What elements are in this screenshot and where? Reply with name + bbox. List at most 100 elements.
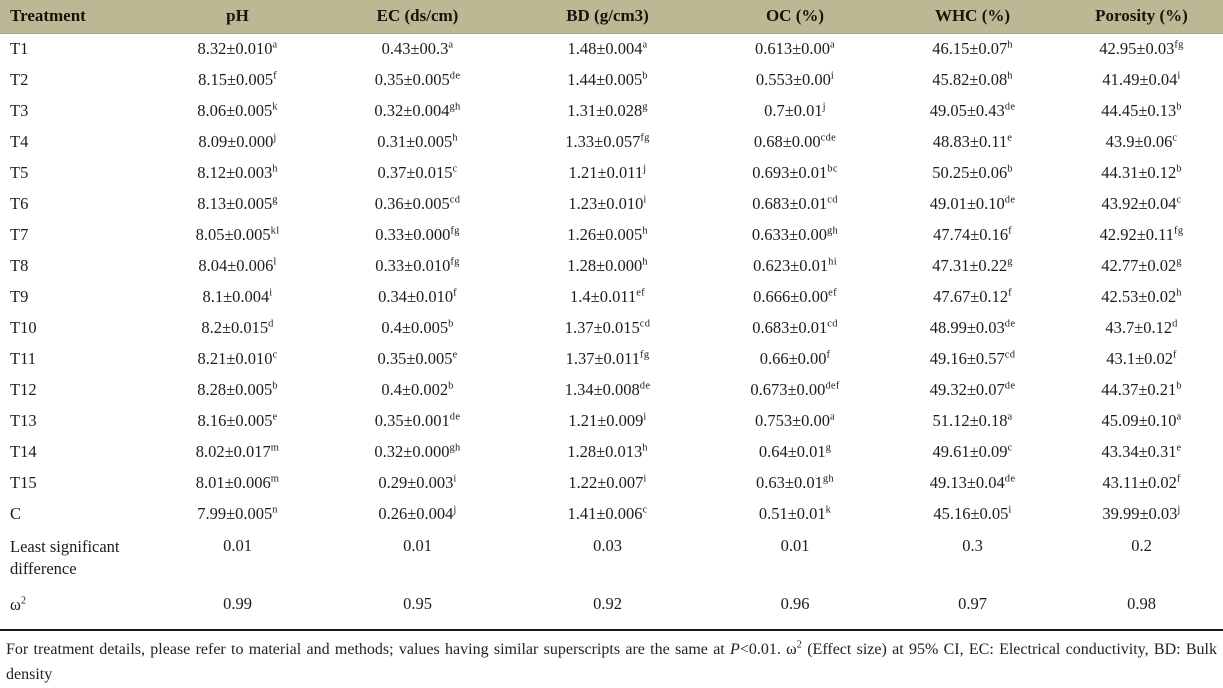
superscript-group-letter: fg bbox=[450, 256, 460, 267]
superscript-group-letter: h bbox=[642, 225, 648, 236]
cell-value: 0.33±0.010 bbox=[375, 255, 451, 275]
superscript-group-letter: b bbox=[448, 318, 454, 329]
treatment-label: T11 bbox=[10, 348, 36, 368]
table-cell: 1.23±0.010i bbox=[510, 188, 705, 219]
superscript-group-letter: fg bbox=[640, 349, 650, 360]
table-cell: 1.21±0.011j bbox=[510, 157, 705, 188]
table-cell: 1.44±0.005b bbox=[510, 64, 705, 95]
table-cell: 8.1±0.004i bbox=[150, 281, 325, 312]
table-row: T1 8.32±0.010a 0.43±00.3a 1.48±0.004a 0.613±… bbox=[0, 33, 1223, 64]
superscript-group-letter: a bbox=[1007, 411, 1013, 422]
table-cell: 50.25±0.06b bbox=[885, 157, 1060, 188]
cell-value: 51.12±0.18 bbox=[932, 410, 1008, 430]
cell-value: 1.4±0.011 bbox=[570, 286, 637, 306]
table-cell: 0.666±0.00ef bbox=[705, 281, 885, 312]
superscript-group-letter: j bbox=[453, 504, 457, 515]
superscript-group-letter: fg bbox=[640, 132, 650, 143]
superscript-group-letter: n bbox=[272, 504, 278, 515]
cell-value: 1.34±0.008 bbox=[564, 379, 640, 399]
cell-value: 47.74±0.16 bbox=[933, 224, 1009, 244]
treatment-label: T8 bbox=[10, 255, 29, 275]
cell-value: 45.82±0.08 bbox=[932, 69, 1008, 89]
superscript-group-letter: a bbox=[830, 411, 836, 422]
table-cell: 0.32±0.004gh bbox=[325, 95, 510, 126]
column-header-treatment: Treatment bbox=[0, 0, 150, 34]
cell-value: 0.64±0.01 bbox=[758, 441, 826, 461]
table-cell: 45.82±0.08h bbox=[885, 64, 1060, 95]
superscript-group-letter: b bbox=[272, 380, 278, 391]
superscript-group-letter: cd bbox=[827, 318, 838, 329]
table-cell: 39.99±0.03j bbox=[1060, 498, 1223, 529]
table-cell: 42.95±0.03fg bbox=[1060, 33, 1223, 64]
cell-value: 1.33±0.057 bbox=[565, 131, 641, 151]
treatment-results-table: Treatment pH EC (ds/cm) BD (g/cm3) OC (%… bbox=[0, 0, 1223, 614]
superscript-group-letter: i bbox=[453, 473, 457, 484]
cell-value: 0.673±0.00 bbox=[750, 379, 826, 399]
cell-value: 0.01 bbox=[403, 536, 432, 555]
table-row: T9 8.1±0.004i 0.34±0.010f 1.4±0.011ef 0.666±… bbox=[0, 281, 1223, 312]
superscript-group-letter: g bbox=[1007, 256, 1013, 267]
cell-value: 47.67±0.12 bbox=[933, 286, 1009, 306]
table-cell: 0.66±0.00f bbox=[705, 343, 885, 374]
column-header-oc: OC (%) bbox=[705, 0, 885, 34]
superscript-group-letter: de bbox=[1004, 194, 1016, 205]
superscript-group-letter: cd bbox=[827, 194, 838, 205]
column-header-ec: EC (ds/cm) bbox=[325, 0, 510, 34]
table-cell: 51.12±0.18a bbox=[885, 405, 1060, 436]
cell-value: 0.51±0.01 bbox=[758, 503, 826, 523]
superscript-group-letter: b bbox=[448, 380, 454, 391]
superscript-group-letter: h bbox=[272, 163, 278, 174]
table-row: T2 8.15±0.005f 0.35±0.005de 1.44±0.005b 0.55… bbox=[0, 64, 1223, 95]
cell-value: 41.49±0.04 bbox=[1102, 69, 1178, 89]
cell-value: 0.35±0.005 bbox=[377, 348, 453, 368]
cell-value: 0.63±0.01 bbox=[756, 472, 823, 492]
cell-value: 0.683±0.01 bbox=[752, 193, 828, 213]
table-cell: 0.64±0.01g bbox=[705, 436, 885, 467]
superscript-group-letter: b bbox=[1176, 380, 1182, 391]
cell-value: 43.92±0.04 bbox=[1101, 193, 1177, 213]
table-row: T7 8.05±0.005kl 0.33±0.000fg 1.26±0.005h 0.6… bbox=[0, 219, 1223, 250]
treatment-label: T9 bbox=[10, 286, 29, 306]
superscript-group-letter: de bbox=[639, 380, 651, 391]
cell-value: 1.48±0.004 bbox=[567, 38, 643, 58]
cell-value: 8.1±0.004 bbox=[202, 286, 270, 306]
table-cell: 8.02±0.017m bbox=[150, 436, 325, 467]
superscript-group-letter: i bbox=[1008, 504, 1012, 515]
superscript-group-letter: a bbox=[272, 39, 278, 51]
superscript-group-letter: ef bbox=[828, 287, 837, 298]
superscript-group-letter: j bbox=[643, 163, 647, 174]
table-row: T4 8.09±0.000j 0.31±0.005h 1.33±0.057fg 0.68… bbox=[0, 126, 1223, 157]
cell-value: 0.68±0.00 bbox=[753, 131, 821, 151]
superscript-group-letter: de bbox=[449, 411, 461, 422]
cell-value: 49.32±0.07 bbox=[929, 379, 1005, 399]
table-cell: 1.28±0.013h bbox=[510, 436, 705, 467]
table-row: C 7.99±0.005n 0.26±0.004j 1.41±0.006c 0.51±0… bbox=[0, 498, 1223, 529]
superscript-group-letter: fg bbox=[1174, 225, 1184, 236]
table-cell: 1.48±0.004a bbox=[510, 33, 705, 64]
table-cell: 1.31±0.028g bbox=[510, 95, 705, 126]
table-cell: 43.1±0.02f bbox=[1060, 343, 1223, 374]
cell-value: 0.96 bbox=[780, 594, 810, 613]
footnote-text: <0.01. ω bbox=[739, 641, 797, 658]
table-cell: 1.22±0.007i bbox=[510, 467, 705, 498]
table-cell: 1.37±0.011fg bbox=[510, 343, 705, 374]
table-cell: 8.04±0.006l bbox=[150, 250, 325, 281]
superscript-group-letter: e bbox=[272, 411, 278, 422]
cell-value: 8.04±0.006 bbox=[198, 255, 274, 275]
cell-value: 8.06±0.005 bbox=[197, 100, 273, 120]
footnote-text: 2 bbox=[796, 639, 802, 651]
superscript-group-letter: bc bbox=[827, 163, 838, 174]
superscript-group-letter: i bbox=[643, 411, 647, 422]
cell-value: 42.92±0.11 bbox=[1099, 224, 1175, 244]
superscript-group-letter: j bbox=[1177, 504, 1181, 515]
superscript-group-letter: hi bbox=[828, 256, 837, 267]
stat-row: Least significant difference 0.01 0.01 0.03… bbox=[0, 529, 1223, 587]
superscript-group-letter: g bbox=[642, 101, 648, 112]
table-cell: 49.13±0.04de bbox=[885, 467, 1060, 498]
cell-value: 0.66±0.00 bbox=[759, 348, 827, 368]
superscript-group-letter: c bbox=[452, 163, 458, 174]
treatment-label: T1 bbox=[10, 38, 29, 58]
superscript-group-letter: f bbox=[1173, 349, 1177, 360]
cell-value: 0.553±0.00 bbox=[755, 69, 831, 89]
superscript-group-letter: g bbox=[1176, 256, 1182, 267]
